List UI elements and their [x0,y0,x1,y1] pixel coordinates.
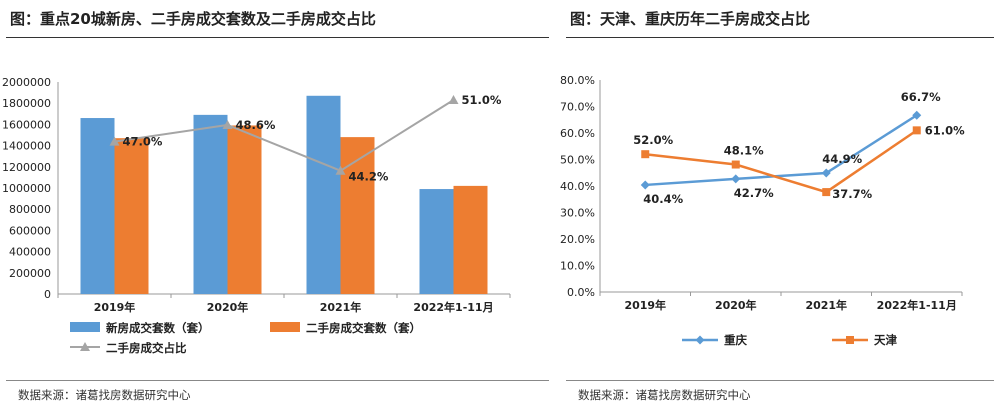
right-chart-svg: 0.0% 10.0% 20.0% 30.0% 40.0% 50.0% 60.0% 70.0% 8… [560,74,965,347]
chongqing-point [640,180,650,190]
tianjin-line [645,129,918,194]
y-tick-label: 800000 [9,203,51,216]
ratio-point [448,95,459,104]
new-home-bar [419,189,454,294]
resale-home-bar [227,125,262,295]
new-home-bar [80,118,115,294]
legend-ratio-marker [80,342,90,351]
x-tick-label: 2022年1-11月 [413,300,493,314]
legend-chongqing-marker [695,335,705,345]
legend-ratio-label: 二手房成交占比 [106,341,187,355]
y-tick-label: 50.0% [560,154,595,167]
chongqing-data-label: 66.7% [901,90,941,104]
left-chart-title: 图：重点20城新房、二手房成交套数及二手房成交占比 [10,10,376,28]
legend-tianjin-label: 天津 [874,333,897,347]
y-tick-label: 600000 [9,224,51,237]
right-chart-panel: 图：天津、重庆历年二手房成交占比 0.0% 10.0% 20.0% 30.0% 40.0… [560,0,1000,412]
y-tick-label: 1000000 [2,182,51,195]
y-tick-label: 0.0% [567,286,595,299]
chongqing-data-label: 44.9% [822,152,862,166]
y-tick-label: 0 [44,288,51,301]
y-tick-label: 1800000 [2,97,51,110]
chongqing-point [731,174,741,184]
chongqing-data-label: 40.4% [643,192,683,206]
left-source-rule [6,380,549,381]
y-tick-label: 10.0% [560,260,595,273]
tianjin-point [822,188,831,197]
legend-resale-home-swatch [270,322,300,332]
y-tick-label: 2000000 [2,76,51,89]
x-tick-label: 2021年 [805,298,847,312]
y-tick-label: 40.0% [560,180,595,193]
tianjin-data-label: 37.7% [832,187,872,201]
y-tick-label: 30.0% [560,207,595,220]
y-tick-label: 80.0% [560,74,595,87]
legend-tianjin-marker [846,336,854,344]
left-title-rule [6,37,549,38]
x-tick-label: 2021年 [320,300,362,314]
y-tick-label: 400000 [9,246,51,259]
new-home-bar [193,114,228,294]
right-source-rule [566,380,994,381]
ratio-point [109,136,120,146]
x-tick-label: 2019年 [624,298,666,312]
ratio-point [335,165,346,175]
y-tick-label: 1600000 [2,118,51,131]
resale-home-bar [114,138,149,294]
legend-chongqing-label: 重庆 [724,333,747,347]
resale-home-bar [340,137,375,294]
y-tick-label: 60.0% [560,127,595,140]
y-tick-label: 20.0% [560,233,595,246]
tianjin-point [731,160,740,169]
left-source-note: 数据来源：诸葛找房数据研究中心 [18,388,191,402]
tianjin-data-label: 52.0% [633,133,673,147]
resale-home-bar [453,185,488,294]
right-chart-title: 图：天津、重庆历年二手房成交占比 [570,10,811,28]
left-chart-panel: 图：重点20城新房、二手房成交套数及二手房成交占比 0 200000 400000 6… [2,10,549,402]
left-chart-svg: 0 200000 400000 600000 800000 1000000 1200000 1… [2,76,511,355]
ratio-data-label: 48.6% [236,118,276,132]
legend-new-home-label: 新房成交套数（套） [106,321,210,335]
right-source-note: 数据来源：诸葛找房数据研究中心 [578,388,751,402]
x-tick-label: 2022年1-11月 [877,298,957,312]
y-tick-label: 1200000 [2,161,51,174]
chongqing-data-label: 42.7% [734,186,774,200]
tianjin-point [912,126,921,135]
chongqing-line [645,114,918,187]
ratio-data-label: 47.0% [123,135,163,149]
ratio-point [222,119,233,129]
chongqing-point [912,110,922,120]
tianjin-point [641,150,650,159]
x-tick-label: 2019年 [94,300,136,314]
ratio-series-line [114,99,455,172]
right-title-rule [566,37,994,38]
ratio-data-label: 51.0% [462,93,502,107]
y-tick-label: 70.0% [560,101,595,114]
ratio-data-label: 44.2% [349,170,389,184]
legend-new-home-swatch [70,322,100,332]
tianjin-data-label: 48.1% [724,144,764,158]
chongqing-point [821,168,831,178]
x-tick-label: 2020年 [207,300,249,314]
y-tick-label: 200000 [9,267,51,280]
new-home-bar [306,95,341,294]
tianjin-data-label: 61.0% [925,123,965,137]
x-tick-label: 2020年 [715,298,757,312]
legend-resale-home-label: 二手房成交套数（套） [306,321,421,335]
y-tick-label: 1400000 [2,140,51,153]
